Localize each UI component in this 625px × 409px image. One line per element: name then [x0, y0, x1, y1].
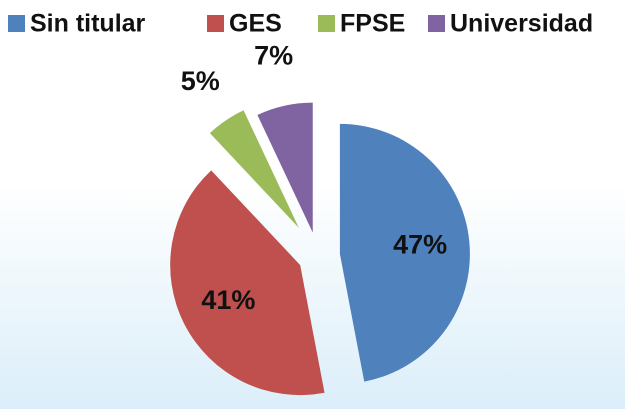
- data-label: 7%: [254, 41, 293, 71]
- data-label: 47%: [393, 229, 447, 259]
- pie-slice: [339, 123, 470, 382]
- legend-label: FPSE: [340, 10, 405, 38]
- legend-swatch: [428, 15, 445, 32]
- legend-swatch: [318, 15, 335, 32]
- legend-label: Universidad: [450, 10, 593, 38]
- legend-swatch: [207, 15, 224, 32]
- pie-slice: [257, 102, 313, 233]
- legend-label: Sin titular: [30, 10, 146, 38]
- data-label: 41%: [201, 285, 255, 315]
- pie-slice: [170, 170, 325, 396]
- legend-swatch: [8, 15, 25, 32]
- legend-label: GES: [229, 10, 282, 38]
- pie-slice: [209, 110, 299, 228]
- data-label: 5%: [181, 66, 220, 96]
